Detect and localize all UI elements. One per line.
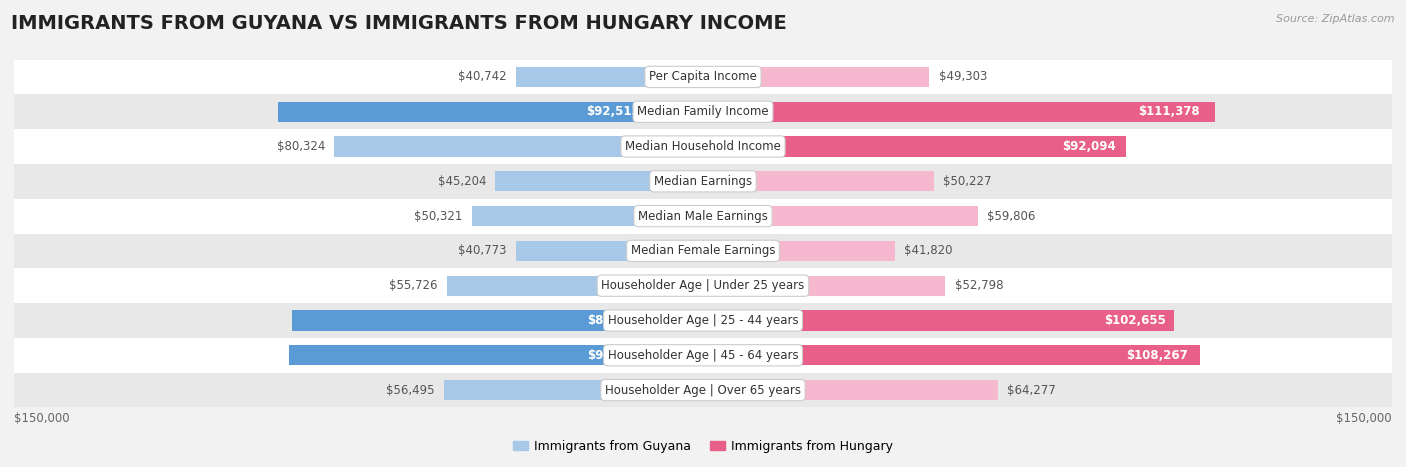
- Text: Source: ZipAtlas.com: Source: ZipAtlas.com: [1277, 14, 1395, 24]
- Bar: [335, 136, 703, 156]
- Bar: [443, 380, 703, 400]
- Text: $64,277: $64,277: [1008, 383, 1056, 396]
- Text: $56,495: $56,495: [385, 383, 434, 396]
- Bar: [703, 136, 1126, 156]
- Text: $40,773: $40,773: [458, 244, 506, 257]
- Text: $49,303: $49,303: [939, 71, 987, 84]
- Text: $111,378: $111,378: [1137, 105, 1199, 118]
- Text: Median Earnings: Median Earnings: [654, 175, 752, 188]
- Text: $55,726: $55,726: [389, 279, 437, 292]
- Text: Per Capita Income: Per Capita Income: [650, 71, 756, 84]
- Text: IMMIGRANTS FROM GUYANA VS IMMIGRANTS FROM HUNGARY INCOME: IMMIGRANTS FROM GUYANA VS IMMIGRANTS FRO…: [11, 14, 787, 33]
- Text: $150,000: $150,000: [1336, 411, 1392, 425]
- Text: $90,186: $90,186: [588, 349, 641, 362]
- Text: $92,513: $92,513: [586, 105, 640, 118]
- Bar: [703, 380, 998, 400]
- Text: $92,094: $92,094: [1063, 140, 1116, 153]
- Bar: [703, 171, 934, 191]
- Text: $50,227: $50,227: [943, 175, 991, 188]
- Bar: [703, 311, 1174, 331]
- Bar: [14, 164, 1392, 198]
- Bar: [291, 311, 703, 331]
- Text: $41,820: $41,820: [904, 244, 953, 257]
- Bar: [14, 234, 1392, 269]
- Text: $89,586: $89,586: [588, 314, 641, 327]
- Legend: Immigrants from Guyana, Immigrants from Hungary: Immigrants from Guyana, Immigrants from …: [508, 435, 898, 458]
- Bar: [14, 129, 1392, 164]
- Text: $45,204: $45,204: [437, 175, 486, 188]
- Text: $40,742: $40,742: [458, 71, 506, 84]
- Bar: [703, 67, 929, 87]
- Bar: [14, 303, 1392, 338]
- Text: $150,000: $150,000: [14, 411, 70, 425]
- Bar: [14, 59, 1392, 94]
- Bar: [14, 94, 1392, 129]
- Text: Median Female Earnings: Median Female Earnings: [631, 244, 775, 257]
- Text: Householder Age | Under 25 years: Householder Age | Under 25 years: [602, 279, 804, 292]
- Bar: [447, 276, 703, 296]
- Bar: [14, 269, 1392, 303]
- Bar: [14, 373, 1392, 408]
- Text: $50,321: $50,321: [415, 210, 463, 223]
- Bar: [278, 102, 703, 122]
- Bar: [495, 171, 703, 191]
- Bar: [703, 276, 945, 296]
- Text: Householder Age | 45 - 64 years: Householder Age | 45 - 64 years: [607, 349, 799, 362]
- Text: Householder Age | 25 - 44 years: Householder Age | 25 - 44 years: [607, 314, 799, 327]
- Text: $52,798: $52,798: [955, 279, 1004, 292]
- Text: $80,324: $80,324: [277, 140, 325, 153]
- Bar: [14, 198, 1392, 234]
- Bar: [516, 241, 703, 261]
- Text: Median Household Income: Median Household Income: [626, 140, 780, 153]
- Text: Householder Age | Over 65 years: Householder Age | Over 65 years: [605, 383, 801, 396]
- Text: Median Male Earnings: Median Male Earnings: [638, 210, 768, 223]
- Text: Median Family Income: Median Family Income: [637, 105, 769, 118]
- Text: $108,267: $108,267: [1126, 349, 1188, 362]
- Text: $59,806: $59,806: [987, 210, 1035, 223]
- Bar: [472, 206, 703, 226]
- Bar: [703, 102, 1215, 122]
- Bar: [703, 345, 1201, 365]
- Bar: [14, 338, 1392, 373]
- Bar: [703, 206, 977, 226]
- Bar: [516, 67, 703, 87]
- Bar: [288, 345, 703, 365]
- Bar: [703, 241, 896, 261]
- Text: $102,655: $102,655: [1104, 314, 1166, 327]
